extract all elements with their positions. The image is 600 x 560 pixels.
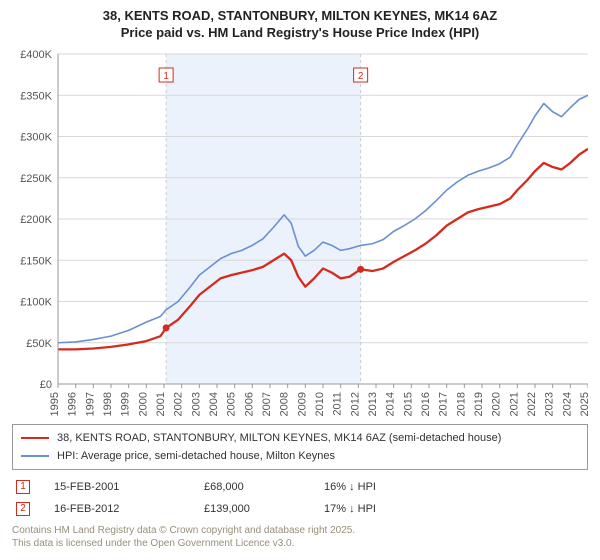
svg-text:2004: 2004 [208, 392, 220, 416]
svg-text:2008: 2008 [279, 392, 291, 416]
legend-swatch-hpi [21, 455, 49, 457]
svg-text:2025: 2025 [579, 392, 588, 416]
svg-text:2012: 2012 [349, 392, 361, 416]
marker-table: 1 15-FEB-2001 £68,000 16% ↓ HPI 2 16-FEB… [12, 476, 588, 520]
svg-text:£0: £0 [40, 379, 52, 391]
svg-text:1998: 1998 [102, 392, 114, 416]
marker-date-2: 16-FEB-2012 [54, 503, 204, 515]
svg-text:£350K: £350K [20, 90, 52, 102]
footer-line-1: Contains HM Land Registry data © Crown c… [12, 524, 588, 537]
marker-row-2: 2 16-FEB-2012 £139,000 17% ↓ HPI [12, 498, 588, 520]
marker-badge-2: 2 [16, 502, 30, 516]
svg-text:£200K: £200K [20, 214, 52, 226]
svg-text:2016: 2016 [420, 392, 432, 416]
svg-text:2013: 2013 [367, 392, 379, 416]
svg-text:2015: 2015 [402, 392, 414, 416]
svg-text:1995: 1995 [49, 392, 61, 416]
legend-row-2: HPI: Average price, semi-detached house,… [21, 447, 579, 465]
title-line-1: 38, KENTS ROAD, STANTONBURY, MILTON KEYN… [12, 8, 588, 25]
svg-text:2006: 2006 [243, 392, 255, 416]
svg-text:2000: 2000 [137, 392, 149, 416]
svg-text:2010: 2010 [314, 392, 326, 416]
chart-svg: £0 £50K £100K £150K £200K £250K £300K £350K £400… [12, 48, 588, 418]
svg-text:1999: 1999 [120, 392, 132, 416]
svg-text:2019: 2019 [473, 392, 485, 416]
svg-text:2014: 2014 [385, 392, 397, 416]
svg-text:2017: 2017 [438, 392, 450, 416]
svg-text:2009: 2009 [296, 392, 308, 416]
legend-row-1: 38, KENTS ROAD, STANTONBURY, MILTON KEYN… [21, 429, 579, 447]
svg-text:2003: 2003 [190, 392, 202, 416]
legend-swatch-price-paid [21, 437, 49, 439]
svg-text:£100K: £100K [20, 296, 52, 308]
marker-price-1: £68,000 [204, 481, 324, 493]
svg-text:2024: 2024 [561, 392, 573, 416]
marker-price-2: £139,000 [204, 503, 324, 515]
svg-text:1996: 1996 [67, 392, 79, 416]
marker-badge-1-text: 1 [20, 481, 26, 492]
svg-text:2: 2 [358, 71, 364, 82]
svg-text:2023: 2023 [544, 392, 556, 416]
legend-label-hpi: HPI: Average price, semi-detached house,… [57, 450, 335, 462]
chart-area: £0 £50K £100K £150K £200K £250K £300K £350K £400… [12, 48, 588, 418]
svg-text:2011: 2011 [332, 392, 344, 416]
chart-container: 38, KENTS ROAD, STANTONBURY, MILTON KEYN… [0, 0, 600, 554]
svg-text:2020: 2020 [491, 392, 503, 416]
marker-hpi-2: 17% ↓ HPI [324, 503, 444, 515]
svg-text:2022: 2022 [526, 392, 538, 416]
svg-text:2018: 2018 [455, 392, 467, 416]
svg-text:£250K: £250K [20, 173, 52, 185]
marker-badge-1: 1 [16, 480, 30, 494]
svg-text:£50K: £50K [26, 338, 52, 350]
marker-badge-2-text: 2 [20, 503, 26, 514]
legend-label-price-paid: 38, KENTS ROAD, STANTONBURY, MILTON KEYN… [57, 432, 501, 444]
marker-date-1: 15-FEB-2001 [54, 481, 204, 493]
svg-text:2001: 2001 [155, 392, 167, 416]
svg-text:£400K: £400K [20, 49, 52, 61]
marker-hpi-1: 16% ↓ HPI [324, 481, 444, 493]
svg-text:2021: 2021 [508, 392, 520, 416]
svg-text:2007: 2007 [261, 392, 273, 416]
marker-row-1: 1 15-FEB-2001 £68,000 16% ↓ HPI [12, 476, 588, 498]
svg-text:1997: 1997 [84, 392, 96, 416]
svg-text:2002: 2002 [173, 392, 185, 416]
svg-text:£150K: £150K [20, 255, 52, 267]
legend: 38, KENTS ROAD, STANTONBURY, MILTON KEYN… [12, 424, 588, 470]
svg-text:1: 1 [163, 71, 169, 82]
footer: Contains HM Land Registry data © Crown c… [12, 524, 588, 550]
svg-text:2005: 2005 [226, 392, 238, 416]
svg-text:£300K: £300K [20, 131, 52, 143]
footer-line-2: This data is licensed under the Open Gov… [12, 537, 588, 550]
title-line-2: Price paid vs. HM Land Registry's House … [12, 25, 588, 42]
title-block: 38, KENTS ROAD, STANTONBURY, MILTON KEYN… [12, 8, 588, 42]
